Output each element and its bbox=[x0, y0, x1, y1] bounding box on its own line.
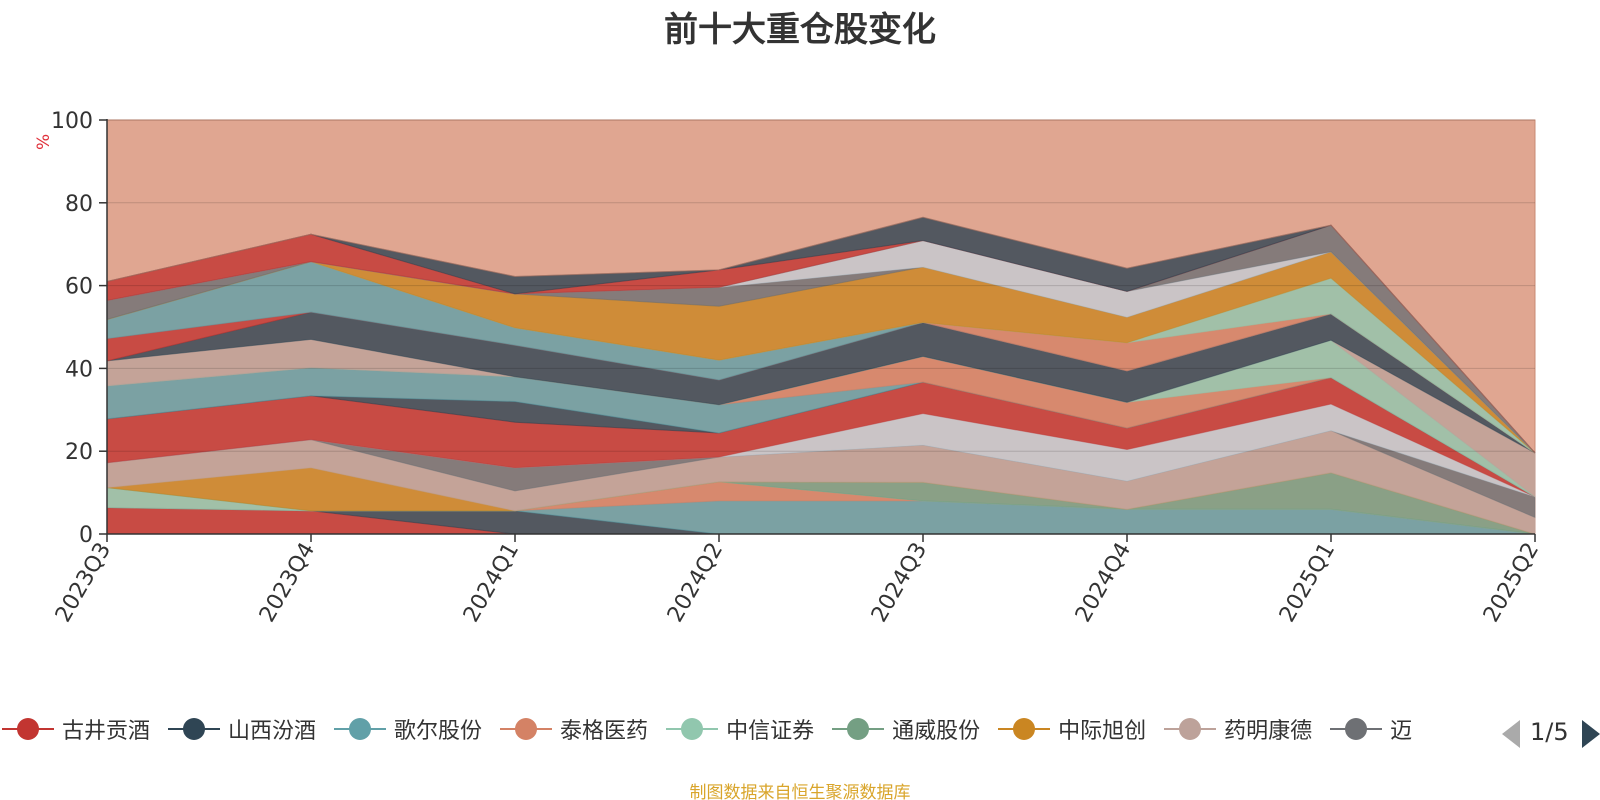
legend-marker-icon bbox=[2, 711, 54, 747]
legend-next-page-icon[interactable] bbox=[1582, 720, 1600, 748]
legend-label: 中信证券 bbox=[726, 719, 815, 744]
legend-page-indicator: 1/5 bbox=[1530, 718, 1569, 746]
legend-marker-icon bbox=[334, 711, 387, 747]
x-tick-label-7: 2025Q2 bbox=[1479, 539, 1544, 627]
legend-label: 迈 bbox=[1390, 719, 1413, 744]
x-tick-label-6: 2025Q1 bbox=[1275, 539, 1340, 627]
legend-marker-icon bbox=[168, 711, 221, 747]
legend-item[interactable]: 迈 bbox=[1330, 711, 1412, 747]
legend-marker-icon bbox=[832, 711, 885, 747]
x-tick-label-4: 2024Q3 bbox=[867, 539, 932, 627]
legend-item[interactable]: 中际旭创 bbox=[998, 711, 1146, 747]
legend-label: 歌尔股份 bbox=[394, 719, 483, 744]
series-area-28 bbox=[106, 216, 1536, 454]
x-tick-label-1: 2023Q4 bbox=[255, 539, 320, 627]
y-tick-label-2: 40 bbox=[65, 357, 93, 382]
legend-prev-page-icon[interactable] bbox=[1502, 720, 1520, 748]
legend-label: 泰格医药 bbox=[560, 719, 649, 744]
legend-label: 中际旭创 bbox=[1058, 719, 1147, 744]
y-tick-label-4: 80 bbox=[65, 192, 93, 217]
x-tick-label-3: 2024Q2 bbox=[663, 539, 728, 627]
x-tick-label-0: 2023Q3 bbox=[51, 539, 116, 627]
legend-marker-icon bbox=[666, 711, 719, 747]
legend-marker-icon bbox=[500, 711, 553, 747]
y-tick-label-3: 60 bbox=[65, 275, 93, 300]
legend-label: 药明康德 bbox=[1224, 719, 1313, 744]
legend-item[interactable]: 中信证券 bbox=[666, 711, 814, 747]
legend-item[interactable]: 古井贡酒 bbox=[2, 711, 150, 747]
y-tick-label-0: 0 bbox=[79, 523, 93, 548]
legend-item[interactable]: 歌尔股份 bbox=[334, 711, 482, 747]
legend-label: 古井贡酒 bbox=[62, 719, 151, 744]
legend-item[interactable]: 通威股份 bbox=[832, 711, 980, 747]
y-tick-label-1: 20 bbox=[65, 440, 93, 465]
legend-item[interactable]: 山西汾酒 bbox=[168, 711, 316, 747]
data-source-note: 制图数据来自恒生聚源数据库 bbox=[689, 783, 911, 800]
chart-title: 前十大重仓股变化 bbox=[664, 10, 936, 50]
legend-label: 通威股份 bbox=[892, 719, 981, 744]
legend-item[interactable]: 药明康德 bbox=[1164, 711, 1312, 747]
stacked-area-chart: 0 20 40 60 80 100 2023Q3 2023Q4 2024Q1 2024Q2 2024… bbox=[51, 109, 1544, 627]
legend-label: 山西汾酒 bbox=[228, 719, 317, 744]
legend-marker-icon bbox=[1330, 711, 1383, 747]
legend-marker-icon bbox=[1164, 711, 1217, 747]
legend-pager: 1/5 bbox=[1500, 716, 1600, 750]
y-tick-label-5: 100 bbox=[51, 109, 93, 134]
x-tick-label-2: 2024Q1 bbox=[459, 539, 524, 627]
x-tick-label-5: 2024Q4 bbox=[1071, 539, 1136, 627]
legend: 古井贡酒 山西汾酒 歌尔股份 泰格医药 中信证券 通威股份 中际旭创 药明康德 迈 bbox=[0, 711, 1500, 747]
legend-marker-icon bbox=[998, 711, 1051, 747]
legend-item[interactable]: 泰格医药 bbox=[500, 711, 648, 747]
